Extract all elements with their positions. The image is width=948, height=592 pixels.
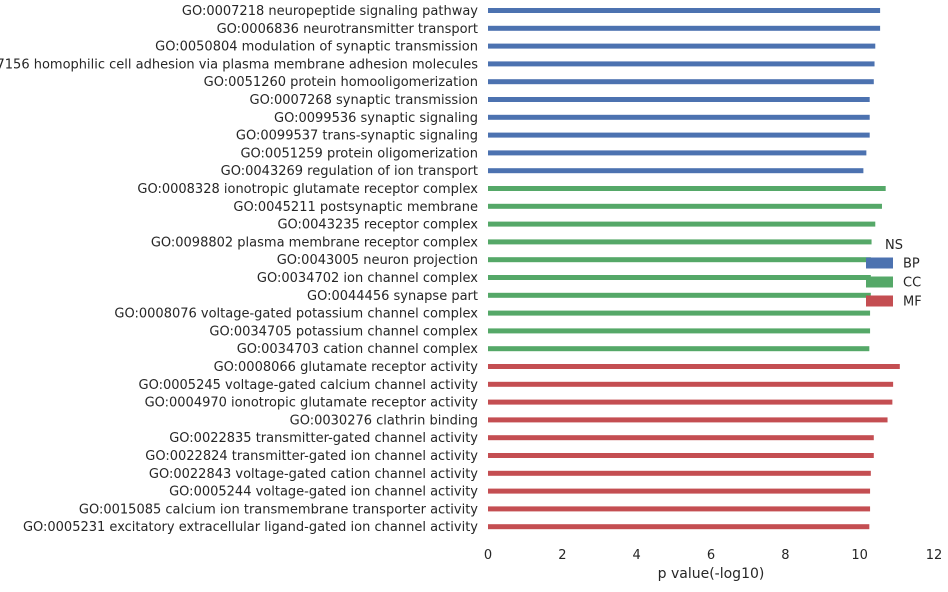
category-label: GO:0043235 receptor complex <box>277 218 478 233</box>
x-tick-label: 0 <box>484 548 492 563</box>
bar-bp <box>488 150 867 156</box>
category-label: GO:0008066 glutamate receptor activity <box>214 360 479 375</box>
bar-bp <box>488 97 870 102</box>
legend-swatch-mf <box>866 295 893 307</box>
bar-bp <box>488 25 881 31</box>
category-label: GO:0007268 synaptic transmission <box>250 93 478 108</box>
bar-cc <box>488 221 876 227</box>
category-label: GO:0007218 neuropeptide signaling pathwa… <box>182 4 478 19</box>
bar-mf <box>488 364 900 369</box>
x-tick-label: 12 <box>926 548 943 563</box>
legend-label-bp: BP <box>903 257 920 272</box>
legend-label-mf: MF <box>903 295 922 310</box>
category-label: GO:0099536 synaptic signaling <box>274 111 478 126</box>
category-label: GO:0050804 modulation of synaptic transm… <box>155 40 478 55</box>
legend-swatch-bp <box>866 257 893 269</box>
legend: NS BP CC MF <box>866 238 922 310</box>
bar-mf <box>488 488 871 494</box>
x-tick-label: 6 <box>707 548 715 563</box>
bar-bp <box>488 114 870 120</box>
category-label: GO:0098802 plasma membrane receptor comp… <box>151 235 478 250</box>
category-label: GO:0044456 synapse part <box>307 289 478 304</box>
category-label: GO:0043269 regulation of ion transport <box>221 164 478 179</box>
bar-mf <box>488 470 871 476</box>
bars-layer <box>488 8 900 530</box>
category-label: GO:0006836 neurotransmitter transport <box>217 22 478 37</box>
bar-bp <box>488 168 864 174</box>
bar-cc <box>488 239 872 245</box>
bar-bp <box>488 79 874 85</box>
category-label: GO:0005231 excitatory extracellular liga… <box>23 520 478 535</box>
category-labels: GO:0007218 neuropeptide signaling pathwa… <box>0 4 478 535</box>
bar-mf <box>488 453 874 458</box>
bar-bp <box>488 8 881 13</box>
bar-cc <box>488 203 882 209</box>
x-tick-label: 8 <box>781 548 789 563</box>
legend-label-cc: CC <box>903 276 921 291</box>
bar-cc <box>488 328 871 334</box>
legend-swatch-cc <box>866 276 893 288</box>
category-label: GO:0034703 cation channel complex <box>237 342 479 357</box>
bar-cc <box>488 292 871 298</box>
category-label: GO:0008328 ionotropic glutamate receptor… <box>137 182 478 197</box>
bar-bp <box>488 132 870 138</box>
category-label: GO:0045211 postsynaptic membrane <box>233 200 478 215</box>
legend-title: NS <box>885 238 903 253</box>
category-label: GO:0007156 homophilic cell adhesion via … <box>0 57 478 72</box>
category-label: GO:0004970 ionotropic glutamate receptor… <box>145 396 479 411</box>
category-label: GO:0034705 potassium channel complex <box>209 324 478 339</box>
category-label: GO:0005245 voltage-gated calcium channel… <box>139 378 479 393</box>
category-label: GO:0022843 voltage-gated cation channel … <box>149 467 478 482</box>
bar-mf <box>488 399 893 405</box>
x-axis-label: p value(-log10) <box>658 566 765 582</box>
category-label: GO:0005244 voltage-gated ion channel act… <box>169 485 478 500</box>
bar-mf <box>488 381 894 387</box>
x-tick-label: 2 <box>558 548 566 563</box>
category-label: GO:0022835 transmitter-gated channel act… <box>169 431 478 446</box>
bar-bp <box>488 61 875 67</box>
category-label: GO:0034702 ion channel complex <box>257 271 478 286</box>
bar-bp <box>488 43 876 49</box>
bar-cc <box>488 346 870 352</box>
category-label: GO:0008076 voltage-gated potassium chann… <box>114 307 478 322</box>
category-label: GO:0022824 transmitter-gated ion channel… <box>145 449 478 464</box>
category-label: GO:0030276 clathrin binding <box>290 413 478 428</box>
bar-mf <box>488 417 888 423</box>
x-tick-label: 4 <box>633 548 641 563</box>
bar-cc <box>488 275 871 280</box>
category-label: GO:0051259 protein oligomerization <box>240 146 478 161</box>
category-label: GO:0015085 calcium ion transmembrane tra… <box>79 502 478 517</box>
bar-cc <box>488 257 871 263</box>
x-tick-label: 10 <box>851 548 868 563</box>
bar-mf <box>488 524 870 530</box>
category-label: GO:0099537 trans-synaptic signaling <box>236 129 478 144</box>
category-label: GO:0043005 neuron projection <box>277 253 478 268</box>
bar-cc <box>488 186 886 191</box>
category-label: GO:0051260 protein homooligomerization <box>204 75 478 90</box>
bar-mf <box>488 435 874 441</box>
bar-cc <box>488 310 871 316</box>
bar-mf <box>488 506 871 512</box>
x-axis: 0 2 4 6 8 10 12 <box>484 548 942 563</box>
